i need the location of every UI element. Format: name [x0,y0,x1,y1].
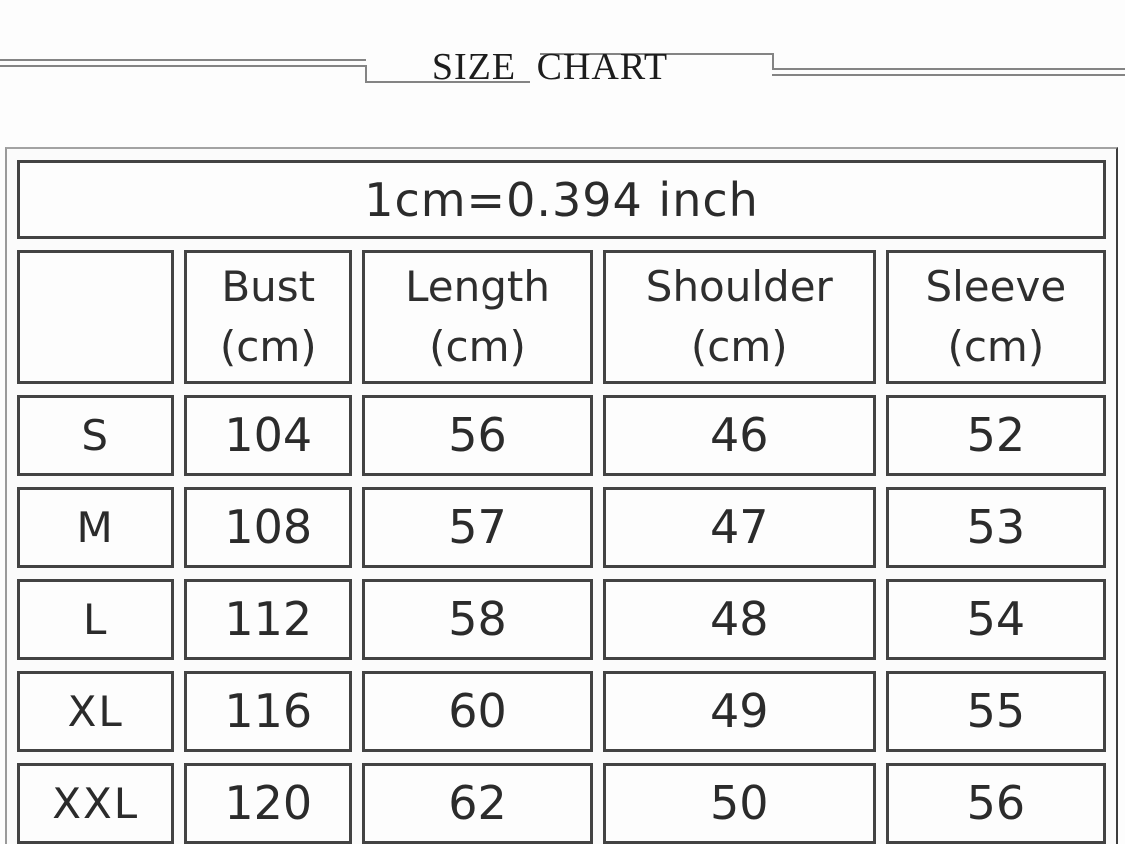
decor-rule-right-bottom [772,74,1125,76]
header-label: Shoulder [645,261,833,311]
conversion-note: 1cm=0.394 inch [17,160,1106,240]
length-value: 58 [362,578,593,660]
header-unit: (cm) [429,321,526,371]
size-label: M [17,486,175,568]
sleeve-value: 55 [885,670,1106,752]
sleeve-value: 56 [885,762,1106,844]
bust-value: 104 [184,394,353,476]
conversion-note-row: 1cm=0.394 inch [17,160,1106,240]
header-label: Bust [221,261,316,311]
decor-rule-chart-topline [540,53,774,55]
sleeve-value: 53 [885,486,1106,568]
header-unit: (cm) [219,321,317,371]
length-value: 60 [362,670,593,752]
sleeve-value: 52 [885,394,1106,476]
length-value: 57 [362,486,593,568]
size-table: 1cm=0.394 inch Bust (cm) Length (cm) Sho… [7,149,1116,844]
length-value: 56 [362,394,593,476]
size-label: L [17,578,175,660]
size-label: S [17,394,175,476]
header-cell-sleeve: Sleeve (cm) [885,250,1106,384]
shoulder-value: 48 [602,578,876,660]
table-row-xxl: XXL 120 62 50 56 [17,762,1106,844]
header-cell-length: Length (cm) [362,250,593,384]
header-unit: (cm) [690,321,788,371]
length-value: 62 [362,762,593,844]
size-table-frame: 1cm=0.394 inch Bust (cm) Length (cm) Sho… [5,147,1118,844]
bust-value: 112 [184,578,353,660]
decor-rule-left-top [0,59,366,61]
page-title: SIZE CHART [431,46,669,88]
decor-rule-left-bottom [0,65,367,67]
header-cell-size [17,250,175,384]
decor-rule-right-top [772,68,1125,70]
size-label: XXL [17,762,175,844]
size-label: XL [17,670,175,752]
decor-rule-right-step [772,53,774,70]
sleeve-value: 54 [885,578,1106,660]
header-unit: (cm) [947,321,1045,371]
decor-rule-left-step [365,65,367,83]
table-row-m: M 108 57 47 53 [17,486,1106,568]
shoulder-value: 47 [602,486,876,568]
header-cell-bust: Bust (cm) [184,250,353,384]
shoulder-value: 46 [602,394,876,476]
header-label: Sleeve [925,261,1067,311]
header-cell-shoulder: Shoulder (cm) [602,250,876,384]
bust-value: 108 [184,486,353,568]
table-row-s: S 104 56 46 52 [17,394,1106,476]
column-header-row: Bust (cm) Length (cm) Shoulder (cm) Slee… [17,250,1106,384]
header-label: Length [405,261,550,311]
shoulder-value: 49 [602,670,876,752]
bust-value: 116 [184,670,353,752]
table-row-l: L 112 58 48 54 [17,578,1106,660]
bust-value: 120 [184,762,353,844]
shoulder-value: 50 [602,762,876,844]
decor-rule-size-underline [365,81,530,83]
table-row-xl: XL 116 60 49 55 [17,670,1106,752]
